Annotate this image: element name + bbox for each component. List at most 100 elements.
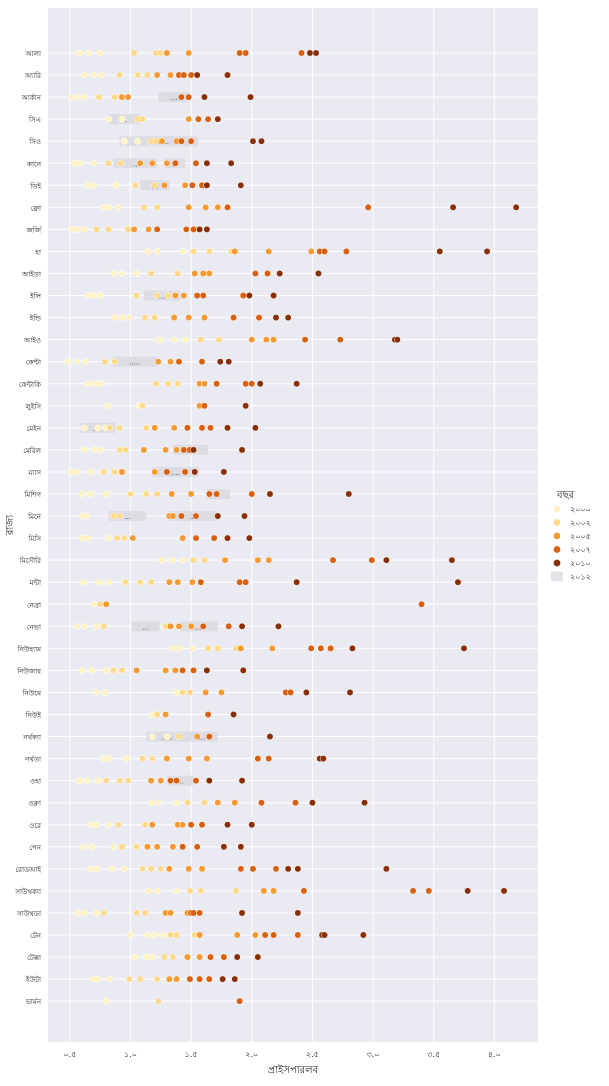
y-tick-label: আর্কান — [21, 94, 42, 102]
data-point — [136, 159, 144, 167]
data-point — [118, 115, 126, 123]
data-point — [512, 203, 520, 211]
data-point — [177, 93, 185, 101]
data-point — [254, 556, 262, 564]
data-point — [165, 865, 173, 873]
data-point — [181, 468, 189, 476]
data-point — [276, 270, 284, 277]
data-point — [116, 512, 124, 520]
data-point — [249, 137, 257, 145]
data-point — [105, 225, 113, 233]
data-point — [191, 468, 199, 476]
annotation-box — [158, 92, 190, 103]
data-point — [134, 71, 142, 79]
data-point — [317, 644, 325, 652]
data-point — [203, 159, 211, 167]
data-point — [87, 490, 94, 498]
data-point — [194, 115, 202, 123]
legend-label: ২০১২ — [570, 573, 591, 582]
data-point — [68, 225, 76, 233]
data-point — [84, 380, 92, 388]
data-point — [116, 424, 124, 432]
data-point — [87, 468, 94, 476]
data-point — [179, 534, 187, 542]
data-point — [141, 821, 149, 829]
data-point — [187, 821, 195, 829]
y-tick-label: মিনে — [27, 513, 42, 521]
data-point — [198, 424, 206, 432]
data-point — [500, 887, 508, 895]
data-point — [198, 821, 206, 829]
y-tick-label: ইলি — [29, 293, 42, 301]
data-point — [140, 446, 148, 454]
y-tick-label: ইউটা — [25, 975, 42, 984]
data-point — [214, 644, 222, 652]
x-tick-label: ১.৫ — [185, 1050, 198, 1059]
data-point — [197, 336, 205, 344]
y-tick-label: ডিই — [29, 182, 41, 190]
data-point — [174, 380, 182, 388]
data-point — [171, 292, 179, 299]
data-point — [100, 468, 108, 476]
annotation-box-label: .. — [133, 160, 137, 168]
data-point — [127, 490, 134, 498]
data-point — [205, 975, 213, 983]
data-point — [177, 137, 185, 145]
data-point — [90, 71, 98, 79]
data-point — [105, 821, 113, 829]
data-point — [133, 843, 140, 851]
data-point — [225, 622, 233, 630]
data-point — [193, 71, 201, 79]
data-point — [169, 953, 177, 961]
annotation-box-label: ... — [124, 513, 131, 521]
data-point — [124, 777, 132, 785]
data-point — [185, 755, 193, 763]
data-point — [93, 909, 100, 917]
data-point — [207, 424, 214, 432]
data-point — [393, 336, 401, 344]
y-tick-label: নর্থডা — [24, 756, 42, 764]
data-point — [237, 181, 245, 189]
annotation-box-label: .... — [195, 623, 204, 631]
data-point — [219, 975, 227, 983]
data-point — [179, 689, 187, 696]
data-point — [173, 975, 181, 983]
data-point — [205, 733, 213, 740]
data-point — [258, 137, 265, 145]
data-point — [204, 115, 212, 123]
data-point — [232, 887, 240, 895]
data-point — [116, 446, 124, 454]
data-point — [165, 975, 173, 983]
data-point — [133, 270, 140, 277]
data-point — [187, 137, 195, 145]
data-point — [148, 755, 156, 763]
data-point — [196, 225, 204, 233]
data-point — [133, 292, 140, 299]
y-tick-label: নিউমে — [22, 688, 41, 697]
data-point — [142, 953, 150, 961]
data-point — [130, 225, 138, 233]
data-point — [425, 887, 433, 895]
data-point — [93, 821, 100, 829]
data-point — [151, 468, 159, 476]
data-point — [192, 777, 200, 785]
data-point — [205, 777, 213, 785]
annotation-box-label: ..... — [129, 359, 140, 367]
data-point — [118, 666, 126, 674]
y-tick-label: অ্যারি — [24, 72, 41, 80]
data-point — [120, 137, 128, 145]
y-tick-label: ওরে — [29, 822, 41, 830]
data-point — [300, 887, 308, 895]
y-tick-label: হা — [34, 248, 42, 256]
data-point — [100, 622, 108, 630]
x-tick-label: ৪.০ — [488, 1050, 501, 1059]
data-point — [294, 865, 302, 873]
data-point — [74, 225, 82, 233]
data-point — [127, 931, 134, 939]
data-point — [215, 336, 223, 344]
data-point — [265, 248, 273, 255]
y-tick-label: কেন্টাকি — [19, 381, 41, 389]
data-point — [196, 909, 204, 917]
data-point — [346, 689, 354, 696]
data-point — [152, 137, 160, 145]
